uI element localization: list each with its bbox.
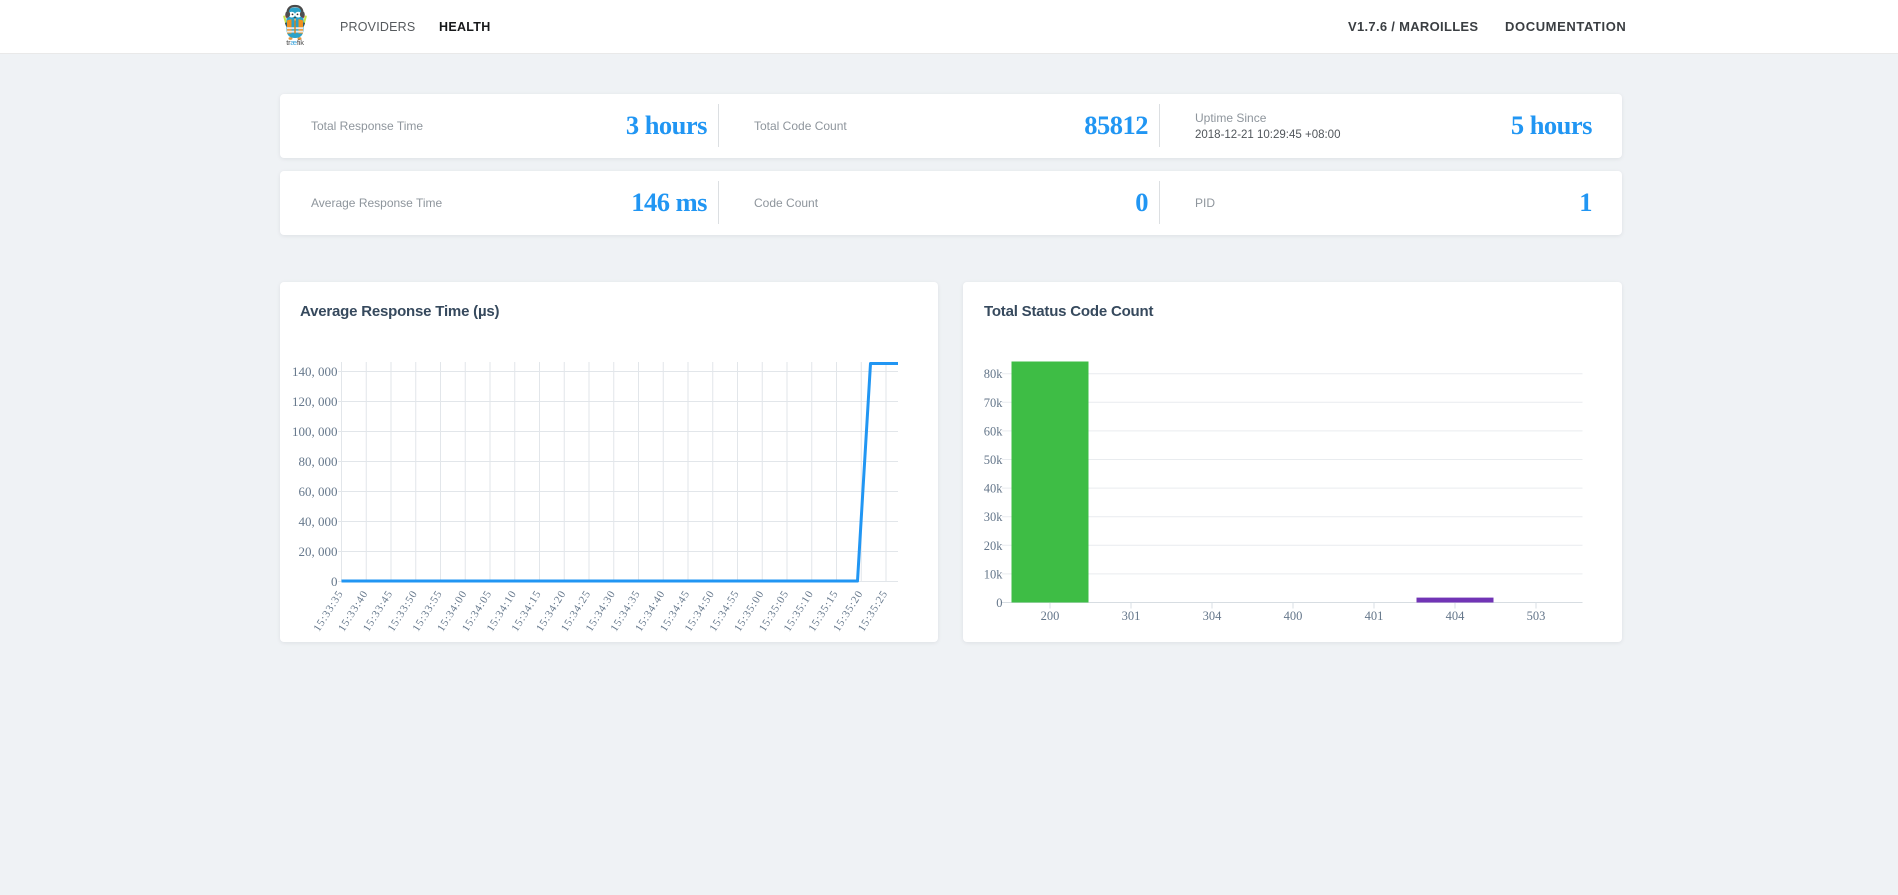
svg-text:401: 401 xyxy=(1365,609,1384,623)
svg-text:400: 400 xyxy=(1284,609,1303,623)
svg-text:301: 301 xyxy=(1122,609,1141,623)
svg-text:200: 200 xyxy=(1041,609,1060,623)
svg-text:20, 000: 20, 000 xyxy=(299,544,338,559)
svg-text:120, 000: 120, 000 xyxy=(292,394,338,409)
svg-text:0: 0 xyxy=(331,574,338,589)
svg-text:80k: 80k xyxy=(984,367,1004,381)
svg-text:70k: 70k xyxy=(984,396,1004,410)
svg-text:304: 304 xyxy=(1203,609,1223,623)
svg-text:404: 404 xyxy=(1446,609,1466,623)
svg-text:60, 000: 60, 000 xyxy=(299,484,338,499)
svg-text:140, 000: 140, 000 xyxy=(292,364,338,379)
svg-text:60k: 60k xyxy=(984,424,1004,438)
svg-text:30k: 30k xyxy=(984,510,1004,524)
svg-text:0: 0 xyxy=(996,596,1002,610)
svg-text:40, 000: 40, 000 xyxy=(299,514,338,529)
svg-text:100, 000: 100, 000 xyxy=(292,424,338,439)
svg-text:80, 000: 80, 000 xyxy=(299,454,338,469)
svg-text:10k: 10k xyxy=(984,567,1004,581)
svg-text:503: 503 xyxy=(1527,609,1546,623)
svg-text:20k: 20k xyxy=(984,539,1004,553)
svg-text:50k: 50k xyxy=(984,453,1004,467)
svg-text:40k: 40k xyxy=(984,482,1004,496)
